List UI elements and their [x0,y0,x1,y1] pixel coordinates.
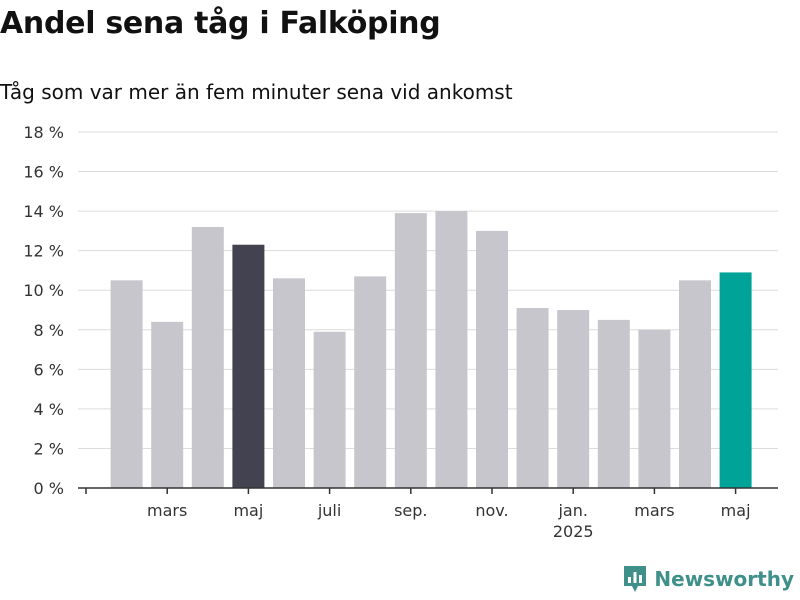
x-year-label: 2025 [553,522,594,541]
bar [151,321,184,488]
bar [232,244,265,488]
y-tick-label: 10 % [23,281,64,300]
bar [516,308,549,488]
bar [719,272,752,488]
bar [110,280,143,488]
y-tick-label: 16 % [23,163,64,182]
y-tick-label: 18 % [23,123,64,142]
x-tick-label: sep. [394,501,427,520]
bar [435,211,468,488]
x-tick-label: mars [147,501,187,520]
brand-name: Newsworthy [654,567,794,591]
x-axis: mars maj juli sep. nov. jan. mars maj 2025 [78,487,778,541]
bar [557,310,590,488]
y-tick-label: 14 % [23,202,64,221]
y-tick-label: 12 % [23,242,64,261]
bar [597,319,630,488]
x-tick-label: mars [634,501,674,520]
bar [191,226,224,488]
bar [394,213,427,489]
y-axis: 0 % 2 % 4 % 6 % 8 % 10 % 12 % 14 % 16 % 18 % [23,123,64,498]
y-tick-label: 2 % [34,439,64,458]
x-tick-label: maj [721,501,751,520]
newsworthy-logo-icon [624,566,647,592]
y-tick-label: 6 % [34,360,64,379]
chart-subtitle: Tåg som var mer än fem minuter sena vid … [0,80,513,104]
x-tick-label: juli [317,501,341,520]
x-tick-label: nov. [475,501,508,520]
x-tick-label: maj [233,501,263,520]
bar [354,276,387,488]
bar [638,329,671,488]
y-tick-label: 0 % [34,479,64,498]
bars [110,211,752,489]
y-tick-label: 8 % [34,321,64,340]
brand-logo: Newsworthy [622,564,794,594]
bar [273,278,305,488]
y-tick-label: 4 % [34,400,64,419]
chart-title: Andel sena tåg i Falköping [0,6,441,41]
bar [476,230,508,488]
bar [679,280,711,488]
bar [313,331,346,488]
bar-chart: 0 % 2 % 4 % 6 % 8 % 10 % 12 % 14 % 16 % 18 % mars… [23,123,778,541]
x-tick-label: jan. [557,501,587,520]
